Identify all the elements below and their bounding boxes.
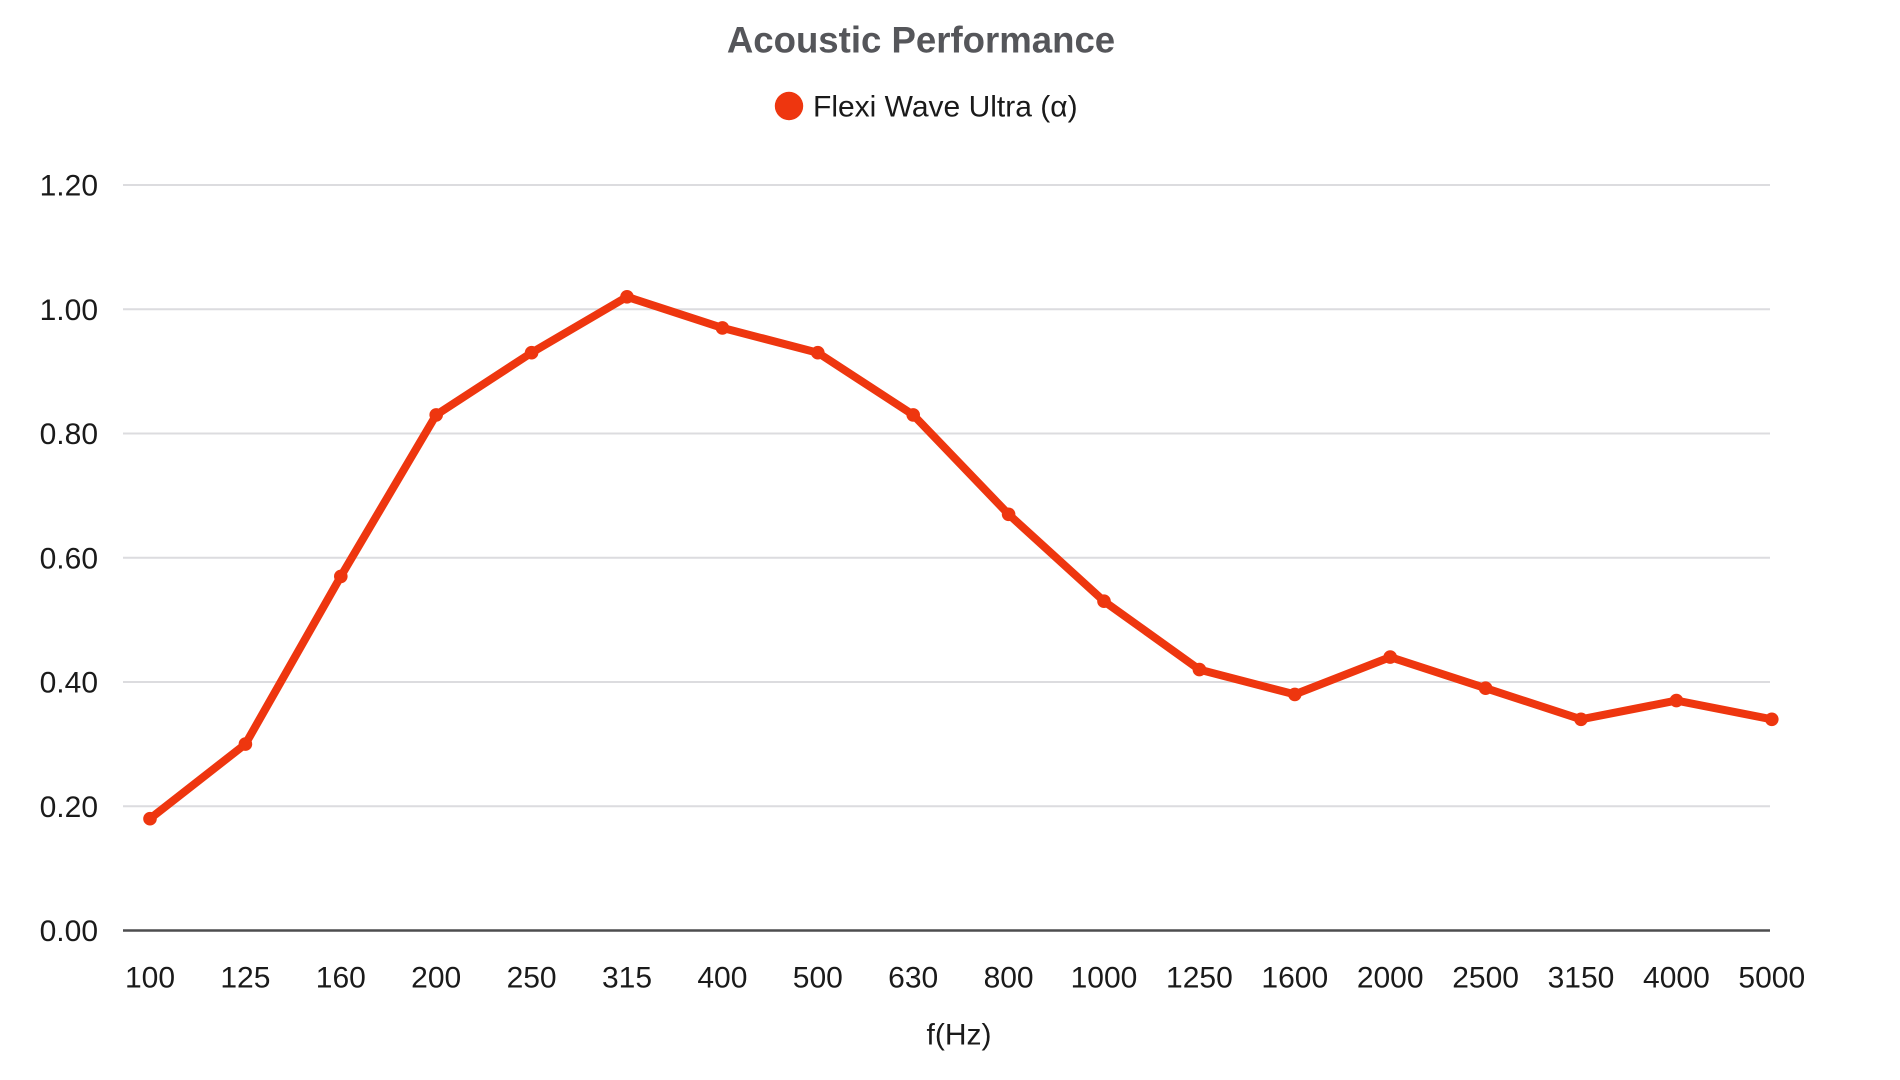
svg-text:1.00: 1.00 <box>40 294 98 327</box>
svg-text:0.00: 0.00 <box>40 915 98 948</box>
svg-text:Acoustic Performance: Acoustic Performance <box>727 20 1115 61</box>
svg-text:0.20: 0.20 <box>40 791 98 824</box>
svg-text:2500: 2500 <box>1452 962 1519 995</box>
svg-text:1000: 1000 <box>1071 962 1138 995</box>
svg-text:630: 630 <box>888 962 938 995</box>
svg-text:f(Hz): f(Hz) <box>927 1019 992 1052</box>
svg-text:0.40: 0.40 <box>40 667 98 700</box>
svg-text:4000: 4000 <box>1643 962 1710 995</box>
svg-text:3150: 3150 <box>1548 962 1615 995</box>
svg-text:200: 200 <box>411 962 461 995</box>
svg-text:400: 400 <box>697 962 747 995</box>
svg-text:315: 315 <box>602 962 652 995</box>
svg-text:500: 500 <box>793 962 843 995</box>
svg-text:1.20: 1.20 <box>40 170 98 203</box>
svg-text:160: 160 <box>316 962 366 995</box>
svg-text:100: 100 <box>125 962 175 995</box>
svg-text:125: 125 <box>220 962 270 995</box>
svg-text:250: 250 <box>507 962 557 995</box>
svg-text:0.60: 0.60 <box>40 543 98 576</box>
svg-text:1250: 1250 <box>1166 962 1233 995</box>
svg-text:1600: 1600 <box>1261 962 1328 995</box>
svg-text:2000: 2000 <box>1357 962 1424 995</box>
svg-text:0.80: 0.80 <box>40 418 98 451</box>
svg-text:5000: 5000 <box>1738 962 1805 995</box>
svg-text:Flexi Wave Ultra (α): Flexi Wave Ultra (α) <box>813 91 1078 124</box>
svg-text:800: 800 <box>984 962 1034 995</box>
